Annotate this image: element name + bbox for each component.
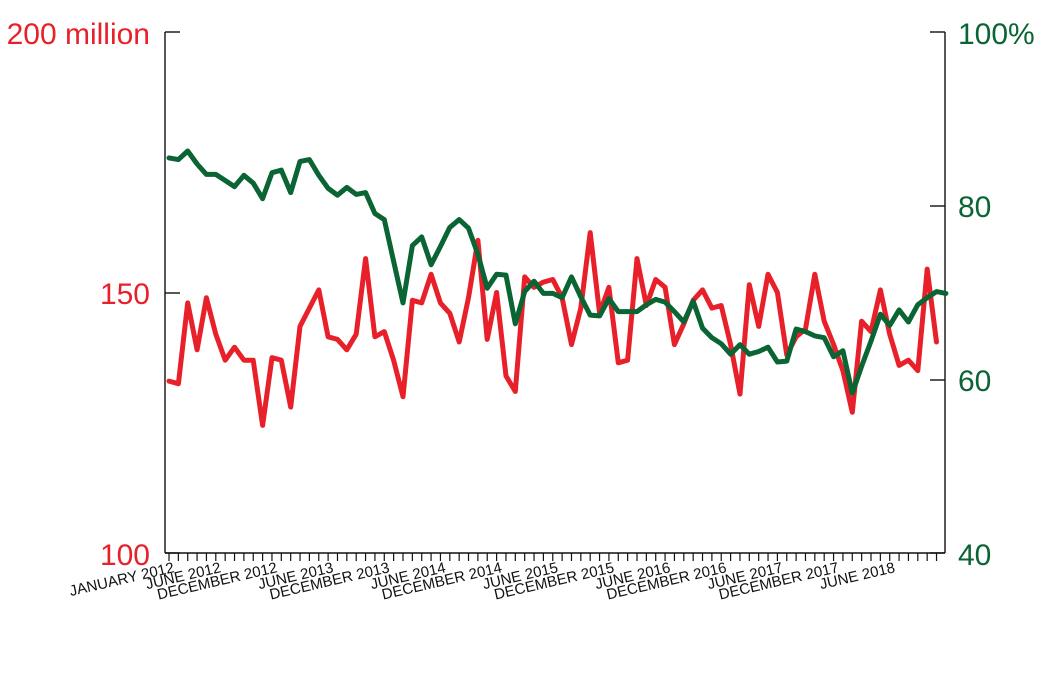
series-line-green-right-axis [166,148,949,396]
x-axis-minor-ticks [168,553,938,561]
right-tick-label-80: 80 [958,191,991,224]
right-tick-label-100-percent: 100% [958,18,1035,51]
right-tick-label-60: 60 [958,365,991,398]
right-tick-label-40: 40 [958,539,991,572]
left-tick-label-100: 100 [100,539,150,572]
left-tick-label-150: 150 [100,278,150,311]
left-tick-label-200-million: 200 million [7,18,150,51]
series-line-red-left-axis [166,230,939,428]
series-layer [166,148,949,428]
